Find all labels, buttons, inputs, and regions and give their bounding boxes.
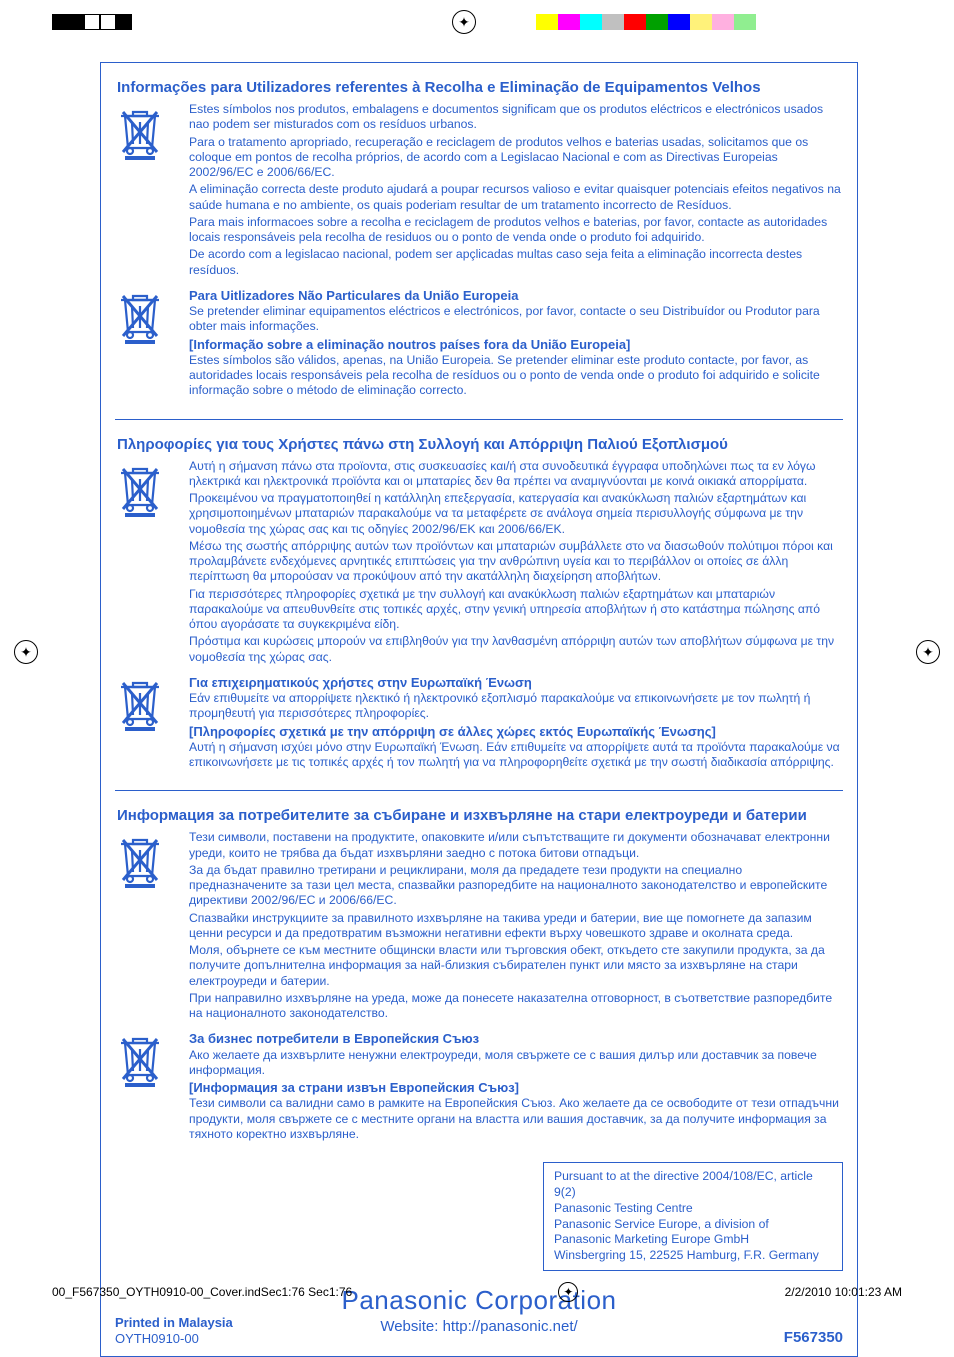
- body-paragraph: Se pretender eliminar equipamentos eléct…: [189, 304, 843, 335]
- directive-box: Pursuant to at the directive 2004/108/EC…: [543, 1162, 843, 1271]
- directive-line: Winsbergring 15, 22525 Hamburg, F.R. Ger…: [554, 1248, 832, 1264]
- sub-heading: [Informação sobre a eliminação noutros p…: [189, 337, 843, 353]
- section-title: Информация за потребителите за събиране …: [115, 790, 843, 824]
- weee-bin-icon: [115, 459, 177, 667]
- body-paragraph: Estes símbolos nos produtos, embalagens …: [189, 102, 843, 133]
- body-paragraph: Αυτή η σήμανση ισχύει μόνο στην Ευρωπαϊκ…: [189, 740, 843, 771]
- page-meta-footer: 00_F567350_OYTH0910-00_Cover.indSec1:76 …: [52, 1282, 902, 1302]
- body-paragraph: Моля, обърнете се към местните общински …: [189, 943, 843, 989]
- footer-mid: ✦: [558, 1282, 578, 1302]
- registration-mark-top: ✦: [452, 10, 476, 34]
- printed-in: Printed in Malaysia: [115, 1315, 233, 1331]
- body-paragraph: Спазвайки инструкциите за правилното изх…: [189, 911, 843, 942]
- sub-heading: [Πληροφορίες σχετικά με την απόρριψη σε …: [189, 724, 843, 740]
- body-paragraph: За да бъдат правилно третирани и рецикли…: [189, 863, 843, 909]
- info-block: За бизнес потребители в Европейския Съюз…: [115, 1029, 843, 1144]
- sub-heading: За бизнес потребители в Европейския Съюз: [189, 1031, 843, 1047]
- block-text: Para Uitlizadores Não Particulares da Un…: [189, 286, 843, 401]
- block-text: Αυτή η σήμανση πάνω στα προϊοντα, στις σ…: [189, 459, 843, 667]
- info-section: Informações para Utilizadores referentes…: [115, 79, 843, 401]
- registration-mark-right: ✦: [916, 640, 940, 664]
- sub-heading: [Информация за страни извън Европейския …: [189, 1080, 843, 1096]
- info-block: Тези символи, поставени на продуктите, о…: [115, 830, 843, 1023]
- body-paragraph: De acordo com a legislacao nacional, pod…: [189, 247, 843, 278]
- print-code: OYTH0910-00: [115, 1331, 233, 1347]
- body-paragraph: Тези символи са валидни само в рамките н…: [189, 1096, 843, 1142]
- directive-line: Panasonic Testing Centre: [554, 1201, 832, 1217]
- weee-bin-icon: [115, 1029, 177, 1144]
- body-paragraph: Προκειμένου να πραγματοποιηθεί η κατάλλη…: [189, 491, 843, 537]
- body-paragraph: Αυτή η σήμανση πάνω στα προϊοντα, στις σ…: [189, 459, 843, 490]
- directive-line: Panasonic Service Europe, a division of: [554, 1217, 832, 1233]
- info-block: Estes símbolos nos produtos, embalagens …: [115, 102, 843, 280]
- body-paragraph: Estes símbolos são válidos, apenas, na U…: [189, 353, 843, 399]
- block-text: Για επιχειρηματικούς χρήστες στην Ευρωπα…: [189, 673, 843, 773]
- print-registration-bar: ✦: [0, 12, 954, 32]
- body-paragraph: Πρόστιμα και κυρώσεις μπορούν να επιβληθ…: [189, 634, 843, 665]
- weee-bin-icon: [115, 673, 177, 773]
- info-block: Αυτή η σήμανση πάνω στα προϊοντα, στις σ…: [115, 459, 843, 667]
- footer-right-code: F567350: [784, 1329, 843, 1346]
- registration-mark-left: ✦: [14, 640, 38, 664]
- sub-heading: Para Uitlizadores Não Particulares da Un…: [189, 288, 843, 304]
- body-paragraph: Ако желаете да изхвърлите ненужни електр…: [189, 1048, 843, 1079]
- info-block: Για επιχειρηματικούς χρήστες στην Ευρωπα…: [115, 673, 843, 773]
- left-swatches: [52, 14, 132, 30]
- body-paragraph: Para o tratamento apropriado, recuperaçã…: [189, 135, 843, 181]
- block-text: Тези символи, поставени на продуктите, о…: [189, 830, 843, 1023]
- body-paragraph: Για περισσότερες πληροφορίες σχετικά με …: [189, 587, 843, 633]
- block-text: Estes símbolos nos produtos, embalagens …: [189, 102, 843, 280]
- weee-bin-icon: [115, 102, 177, 280]
- body-paragraph: A eliminação correcta deste produto ajud…: [189, 182, 843, 213]
- body-paragraph: Тези символи, поставени на продуктите, о…: [189, 830, 843, 861]
- footer-file: 00_F567350_OYTH0910-00_Cover.indSec1:76 …: [52, 1285, 352, 1299]
- section-title: Πληροφορίες για τους Χρήστες πάνω στη Συ…: [115, 419, 843, 453]
- body-paragraph: При направилно изхвърляне на уреда, може…: [189, 991, 843, 1022]
- weee-bin-icon: [115, 286, 177, 401]
- directive-line: Panasonic Marketing Europe GmbH: [554, 1232, 832, 1248]
- footer-date: 2/2/2010 10:01:23 AM: [785, 1285, 902, 1299]
- content-box: Informações para Utilizadores referentes…: [100, 62, 858, 1357]
- body-paragraph: Μέσω της σωστής απόρριψης αυτών των προϊ…: [189, 539, 843, 585]
- info-block: Para Uitlizadores Não Particulares da Un…: [115, 286, 843, 401]
- directive-line: Pursuant to at the directive 2004/108/EC…: [554, 1169, 832, 1201]
- right-swatches: [536, 14, 756, 30]
- body-paragraph: Εάν επιθυμείτε να απορρίψετε ηλεκτικό ή …: [189, 691, 843, 722]
- info-section: Πληροφορίες για τους Χρήστες πάνω στη Συ…: [115, 419, 843, 773]
- sub-heading: Για επιχειρηματικούς χρήστες στην Ευρωπα…: [189, 675, 843, 691]
- footer-left: Printed in Malaysia OYTH0910-00: [115, 1315, 233, 1346]
- block-text: За бизнес потребители в Европейския Съюз…: [189, 1029, 843, 1144]
- info-section: Информация за потребителите за събиране …: [115, 790, 843, 1144]
- weee-bin-icon: [115, 830, 177, 1023]
- section-title: Informações para Utilizadores referentes…: [115, 79, 843, 96]
- body-paragraph: Para mais informacoes sobre a recolha e …: [189, 215, 843, 246]
